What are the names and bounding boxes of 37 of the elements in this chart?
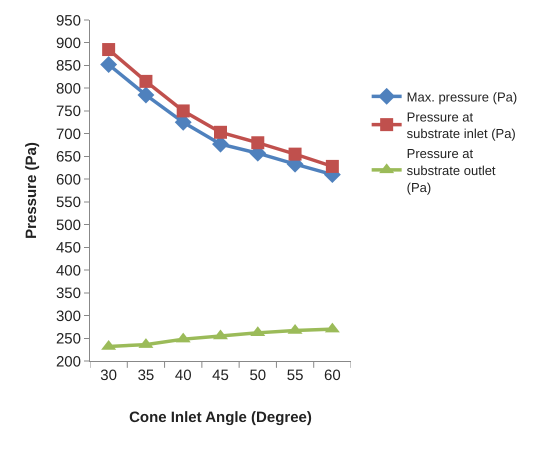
- x-tick-label: 45: [212, 367, 229, 384]
- y-tick-label: 550: [56, 194, 81, 212]
- x-tick-label: 40: [174, 367, 192, 384]
- y-tick-label: 850: [56, 58, 81, 75]
- y-tick-label: 650: [56, 148, 81, 166]
- point: [251, 136, 264, 150]
- y-tick-label: 500: [56, 216, 81, 234]
- point: [176, 104, 190, 118]
- y-tick-label: 950: [56, 12, 81, 30]
- y-tick-label: 450: [56, 240, 81, 257]
- x-tick-label: 35: [138, 367, 154, 384]
- y-tick-label: 600: [56, 171, 81, 188]
- x-axis-title: Cone Inlet Angle (Degree): [129, 409, 312, 426]
- x-tick-label: 50: [249, 367, 266, 384]
- y-tick-label: 350: [56, 285, 81, 302]
- point: [100, 56, 118, 74]
- y-tick-label: 700: [56, 126, 81, 143]
- y-tick-label: 750: [56, 103, 81, 120]
- point: [214, 126, 227, 139]
- y-tick-label: 900: [56, 34, 81, 52]
- point: [288, 148, 302, 161]
- y-tick-label: 250: [56, 330, 81, 348]
- y-tick-label: 400: [56, 262, 81, 280]
- point: [102, 43, 116, 56]
- point: [326, 160, 339, 173]
- y-axis-title: Pressure (Pa): [23, 142, 40, 239]
- x-tick-label: 55: [286, 367, 304, 384]
- legend-label: Pressure at substrate inlet (Pa): [406, 109, 516, 142]
- legend-label: Pressure at substrate outlet (Pa): [406, 146, 496, 195]
- x-tick-label: 60: [324, 367, 341, 384]
- x-tick-label: 30: [100, 367, 117, 384]
- y-tick-label: 300: [56, 308, 81, 325]
- point: [137, 86, 154, 104]
- y-tick-label: 200: [56, 353, 81, 370]
- legend-label: Max. pressure (Pa): [406, 89, 518, 104]
- y-tick-label: 800: [56, 80, 81, 98]
- point: [139, 74, 152, 88]
